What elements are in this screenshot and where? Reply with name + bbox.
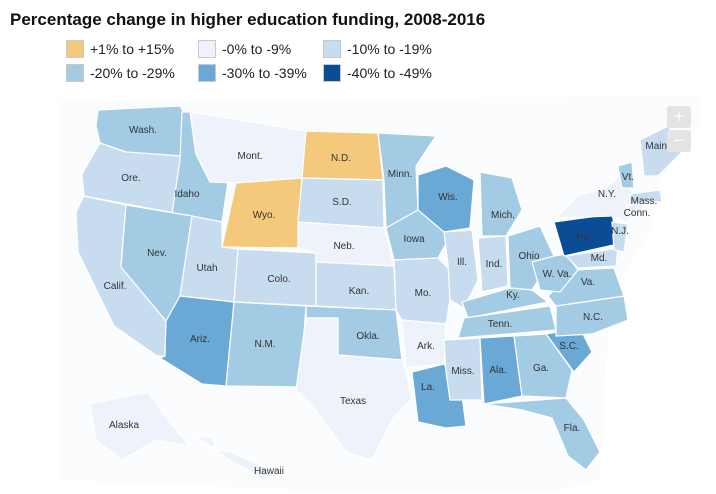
state-hawaii[interactable] bbox=[195, 435, 275, 481]
legend-swatch bbox=[66, 64, 84, 82]
state-alaska[interactable] bbox=[89, 391, 191, 461]
state-label: Ala. bbox=[489, 365, 506, 376]
state-label: N.C. bbox=[583, 312, 603, 323]
legend-label: -0% to -9% bbox=[222, 41, 292, 57]
state-vt[interactable] bbox=[617, 161, 635, 189]
state-label: Conn. bbox=[624, 208, 651, 219]
state-label: Ariz. bbox=[190, 334, 210, 345]
state-label: Va. bbox=[581, 277, 595, 288]
state-label: Ky. bbox=[506, 290, 520, 301]
state-label: Ohio bbox=[518, 251, 540, 262]
state-label: N.Y. bbox=[598, 189, 616, 200]
state-label: La. bbox=[421, 382, 435, 393]
state-label: Wis. bbox=[438, 192, 457, 203]
map-title: Percentage change in higher education fu… bbox=[10, 10, 486, 29]
legend-item: -30% to -39% bbox=[198, 64, 307, 82]
state-label: Nev. bbox=[147, 248, 167, 259]
state-label: Md. bbox=[591, 253, 608, 264]
zoom-in-button[interactable]: + bbox=[667, 106, 691, 128]
legend-swatch bbox=[66, 40, 84, 58]
state-w-va[interactable] bbox=[531, 253, 579, 293]
legend-item: -20% to -29% bbox=[66, 64, 175, 82]
state-label: N.M. bbox=[254, 339, 275, 350]
legend-label: -10% to -19% bbox=[347, 41, 432, 57]
legend-label: -30% to -39% bbox=[222, 65, 307, 81]
state-texas[interactable] bbox=[295, 317, 413, 461]
state-label: Hawaii bbox=[254, 466, 284, 477]
state-label: Mont. bbox=[237, 151, 262, 162]
state-label: Ind. bbox=[486, 259, 503, 270]
state-label: Colo. bbox=[267, 274, 290, 285]
legend-swatch bbox=[323, 64, 341, 82]
legend-item: -0% to -9% bbox=[198, 40, 291, 58]
state-label: Ore. bbox=[121, 173, 140, 184]
state-label: Kan. bbox=[349, 286, 370, 297]
state-mass[interactable] bbox=[629, 189, 663, 205]
state-ind[interactable] bbox=[477, 235, 509, 293]
state-mich[interactable] bbox=[479, 171, 523, 237]
state-label: Calif. bbox=[104, 281, 127, 292]
state-label: Mich. bbox=[491, 210, 515, 221]
state-n-j[interactable] bbox=[611, 221, 629, 253]
legend-swatch bbox=[198, 64, 216, 82]
state-label: W. Va. bbox=[543, 269, 572, 280]
state-label: Idaho bbox=[174, 189, 199, 200]
legend-swatch bbox=[198, 40, 216, 58]
state-label: Ill. bbox=[457, 257, 467, 268]
state-label: Minn. bbox=[388, 169, 412, 180]
legend-label: -20% to -29% bbox=[90, 65, 175, 81]
legend-swatch bbox=[323, 40, 341, 58]
state-label: Mo. bbox=[415, 288, 432, 299]
state-label: N.J. bbox=[611, 226, 629, 237]
legend-item: -10% to -19% bbox=[323, 40, 432, 58]
state-label: Vt. bbox=[622, 172, 634, 183]
state-label: Miss. bbox=[451, 366, 474, 377]
legend-label: -40% to -49% bbox=[347, 65, 432, 81]
state-label: Wyo. bbox=[253, 210, 276, 221]
state-label: Wash. bbox=[129, 125, 157, 136]
state-label: S.C. bbox=[559, 341, 578, 352]
legend-item: -40% to -49% bbox=[323, 64, 432, 82]
state-label: Ga. bbox=[533, 363, 549, 374]
state-label: Texas bbox=[340, 396, 366, 407]
state-label: N.D. bbox=[331, 153, 351, 164]
zoom-out-button[interactable]: − bbox=[667, 130, 691, 152]
state-label: Mass. bbox=[631, 196, 658, 207]
legend-item: +1% to +15% bbox=[66, 40, 174, 58]
state-label: Alaska bbox=[109, 420, 139, 431]
state-label: Okla. bbox=[356, 331, 379, 342]
state-label: S.D. bbox=[332, 197, 351, 208]
state-label: Maine bbox=[645, 141, 673, 152]
state-label: Ark. bbox=[417, 341, 435, 352]
state-md[interactable] bbox=[565, 247, 619, 269]
state-fla[interactable] bbox=[483, 397, 601, 471]
state-ky[interactable] bbox=[461, 287, 549, 319]
state-label: Tenn. bbox=[488, 319, 512, 330]
state-miss[interactable] bbox=[443, 337, 483, 401]
state-label: Utah bbox=[196, 263, 217, 274]
state-wis[interactable] bbox=[417, 165, 475, 233]
state-label: Fla. bbox=[564, 423, 581, 434]
legend-label: +1% to +15% bbox=[90, 41, 175, 57]
state-label: Iowa bbox=[403, 234, 425, 245]
state-label: Neb. bbox=[333, 241, 354, 252]
state-label: Pa. bbox=[576, 232, 591, 243]
